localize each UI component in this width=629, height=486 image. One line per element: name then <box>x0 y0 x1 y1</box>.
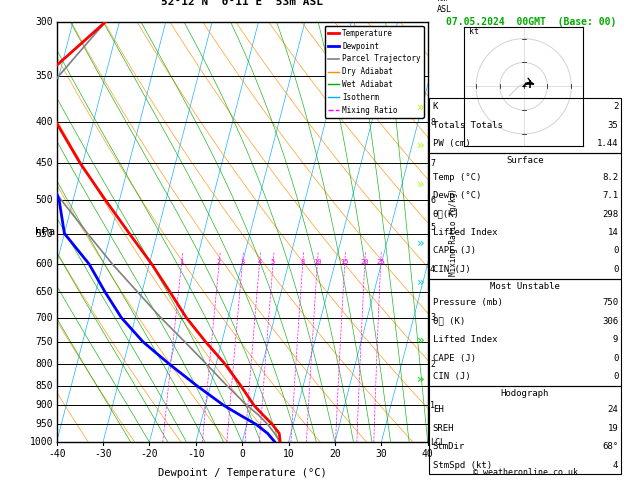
Text: -30: -30 <box>94 449 112 459</box>
Text: 300: 300 <box>35 17 53 27</box>
Text: 7: 7 <box>430 159 435 168</box>
Text: 9: 9 <box>613 335 618 344</box>
Text: 25: 25 <box>376 259 385 265</box>
Text: »: » <box>416 276 424 288</box>
Text: 800: 800 <box>35 359 53 369</box>
Text: CAPE (J): CAPE (J) <box>433 246 476 256</box>
Text: 19: 19 <box>608 424 618 433</box>
Text: 10: 10 <box>282 449 294 459</box>
Text: 14: 14 <box>608 228 618 237</box>
Text: 900: 900 <box>35 400 53 411</box>
Text: 0: 0 <box>613 372 618 381</box>
Text: 8: 8 <box>430 118 435 127</box>
Text: -40: -40 <box>48 449 65 459</box>
Text: © weatheronline.co.uk: © weatheronline.co.uk <box>473 468 577 477</box>
Text: Hodograph: Hodograph <box>501 389 549 398</box>
Text: 0: 0 <box>613 354 618 363</box>
Text: km
ASL: km ASL <box>437 0 452 14</box>
Text: 2: 2 <box>430 360 435 369</box>
Text: 500: 500 <box>35 195 53 205</box>
Text: 20: 20 <box>329 449 341 459</box>
Text: 3: 3 <box>240 259 245 265</box>
Text: 7.1: 7.1 <box>602 191 618 200</box>
Text: 750: 750 <box>35 337 53 347</box>
Text: »: » <box>416 373 424 385</box>
Text: 700: 700 <box>35 312 53 323</box>
Text: »: » <box>416 101 424 113</box>
Text: Surface: Surface <box>506 156 543 165</box>
Text: 2: 2 <box>217 259 221 265</box>
Text: 40: 40 <box>422 449 433 459</box>
Text: Lifted Index: Lifted Index <box>433 228 498 237</box>
Text: »: » <box>416 178 424 191</box>
Text: LCL: LCL <box>430 438 445 447</box>
Text: 4: 4 <box>613 461 618 469</box>
Text: StmDir: StmDir <box>433 442 465 451</box>
Text: 5: 5 <box>430 223 435 232</box>
Text: 68°: 68° <box>602 442 618 451</box>
Text: Dewp (°C): Dewp (°C) <box>433 191 481 200</box>
Text: 6: 6 <box>430 196 435 205</box>
Text: CIN (J): CIN (J) <box>433 372 470 381</box>
Text: Temp (°C): Temp (°C) <box>433 173 481 182</box>
Text: 0: 0 <box>239 449 245 459</box>
Text: 450: 450 <box>35 158 53 169</box>
Text: 350: 350 <box>35 70 53 81</box>
Text: EH: EH <box>433 405 443 414</box>
Text: K: K <box>433 103 438 111</box>
Text: Dewpoint / Temperature (°C): Dewpoint / Temperature (°C) <box>158 468 326 478</box>
Text: CIN (J): CIN (J) <box>433 265 470 274</box>
Text: »: » <box>416 237 424 249</box>
Text: 298: 298 <box>602 209 618 219</box>
Text: 2: 2 <box>613 103 618 111</box>
Text: 1: 1 <box>179 259 184 265</box>
Text: 10: 10 <box>313 259 321 265</box>
Text: StmSpd (kt): StmSpd (kt) <box>433 461 492 469</box>
Text: -20: -20 <box>140 449 159 459</box>
Text: 5: 5 <box>271 259 275 265</box>
Text: 0: 0 <box>613 265 618 274</box>
Text: 07.05.2024  00GMT  (Base: 00): 07.05.2024 00GMT (Base: 00) <box>447 17 616 27</box>
Text: 1000: 1000 <box>30 437 53 447</box>
Text: Totals Totals: Totals Totals <box>433 121 503 130</box>
Text: 8.2: 8.2 <box>602 173 618 182</box>
Text: PW (cm): PW (cm) <box>433 139 470 148</box>
Text: 24: 24 <box>608 405 618 414</box>
Text: SREH: SREH <box>433 424 454 433</box>
Text: 850: 850 <box>35 381 53 391</box>
Text: 1: 1 <box>430 401 435 410</box>
Text: 600: 600 <box>35 259 53 269</box>
Text: 30: 30 <box>376 449 387 459</box>
Text: 750: 750 <box>602 298 618 307</box>
Text: Most Unstable: Most Unstable <box>490 281 560 291</box>
Text: -10: -10 <box>187 449 204 459</box>
Text: 35: 35 <box>608 121 618 130</box>
Text: »: » <box>416 139 424 152</box>
Legend: Temperature, Dewpoint, Parcel Trajectory, Dry Adiabat, Wet Adiabat, Isotherm, Mi: Temperature, Dewpoint, Parcel Trajectory… <box>325 26 424 118</box>
Text: CAPE (J): CAPE (J) <box>433 354 476 363</box>
Text: 0: 0 <box>613 246 618 256</box>
Text: 20: 20 <box>360 259 369 265</box>
Text: 650: 650 <box>35 287 53 297</box>
Text: 4: 4 <box>430 265 435 274</box>
Text: 306: 306 <box>602 317 618 326</box>
Text: 550: 550 <box>35 228 53 239</box>
Text: Pressure (mb): Pressure (mb) <box>433 298 503 307</box>
Text: Lifted Index: Lifted Index <box>433 335 498 344</box>
Text: 1.44: 1.44 <box>597 139 618 148</box>
Text: 4: 4 <box>257 259 262 265</box>
Text: 3: 3 <box>430 313 435 322</box>
Text: 8: 8 <box>301 259 305 265</box>
Text: 15: 15 <box>340 259 349 265</box>
Text: kt: kt <box>469 27 479 36</box>
Text: θᴇ(K): θᴇ(K) <box>433 209 460 219</box>
Text: 950: 950 <box>35 419 53 429</box>
Text: »: » <box>416 334 424 347</box>
Text: θᴇ (K): θᴇ (K) <box>433 317 465 326</box>
Text: Mixing Ratio (g/kg): Mixing Ratio (g/kg) <box>448 188 457 276</box>
Text: hPa: hPa <box>35 227 55 237</box>
Text: 52°12'N  0°11'E  53m ASL: 52°12'N 0°11'E 53m ASL <box>161 0 323 7</box>
Text: 400: 400 <box>35 117 53 127</box>
